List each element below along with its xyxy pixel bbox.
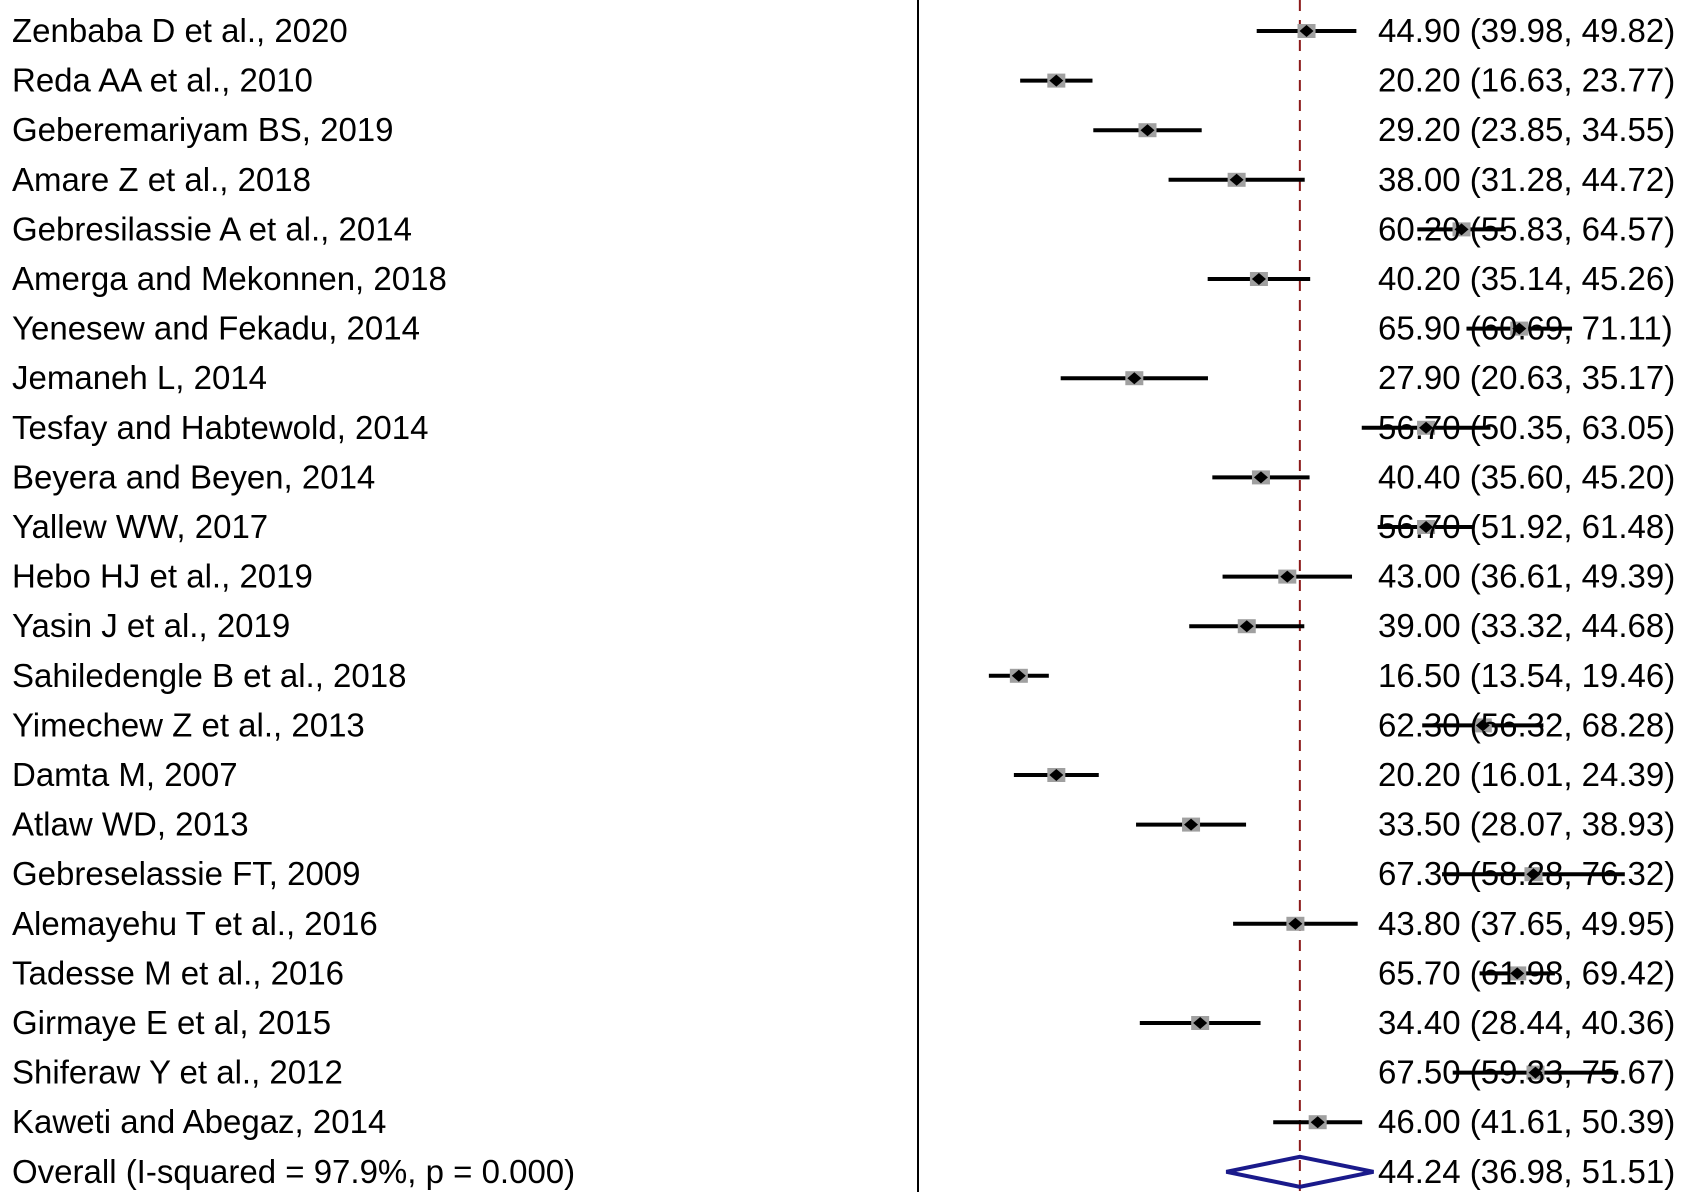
study-ci-text: 16.50 (13.54, 19.46) — [1378, 657, 1675, 694]
study-label: Jemaneh L, 2014 — [12, 359, 267, 396]
study-label: Amerga and Mekonnen, 2018 — [12, 260, 447, 297]
study-row: Geberemariyam BS, 2019 29.20 (23.85, 34.5… — [12, 111, 1675, 148]
study-ci-text: 33.50 (28.07, 38.93) — [1378, 806, 1675, 843]
overall-diamond — [1225, 1154, 1374, 1189]
study-point-estimate — [1454, 223, 1469, 236]
study-ci-text: 44.90 (39.98, 49.82) — [1378, 12, 1675, 49]
study-ci-text: 39.00 (33.32, 44.68) — [1378, 607, 1675, 644]
study-point-estimate — [1526, 868, 1541, 881]
study-ci-text: 60.20 (55.83, 64.57) — [1378, 210, 1675, 247]
study-ci-text: 67.50 (59.33, 75.67) — [1378, 1054, 1675, 1091]
study-label: Hebo HJ et al., 2019 — [12, 558, 313, 595]
study-row: Amerga and Mekonnen, 2018 40.20 (35.14, 4… — [12, 260, 1675, 297]
study-point-estimate — [1251, 273, 1266, 285]
study-row: Reda AA et al., 2010 20.20 (16.63, 23.77) — [12, 62, 1675, 99]
study-point-estimate — [1049, 74, 1064, 87]
study-point-estimate — [1140, 124, 1155, 137]
study-row: Atlaw WD, 2013 33.50 (28.07, 38.93) — [12, 806, 1675, 843]
study-ci-text: 43.80 (37.65, 49.95) — [1378, 905, 1675, 942]
study-ci-text: 40.20 (35.14, 45.26) — [1378, 260, 1675, 297]
study-ci-text: 56.70 (51.92, 61.48) — [1378, 508, 1675, 545]
study-ci-text: 20.20 (16.63, 23.77) — [1378, 62, 1675, 99]
study-label: Geberemariyam BS, 2019 — [12, 111, 394, 148]
study-point-estimate — [1011, 669, 1026, 682]
study-ci-text: 29.20 (23.85, 34.55) — [1378, 111, 1675, 148]
study-label: Damta M, 2007 — [12, 756, 238, 793]
study-ci-text: 46.00 (41.61, 50.39) — [1378, 1103, 1675, 1140]
study-row: Damta M, 2007 20.20 (16.01, 24.39) — [12, 756, 1675, 793]
study-point-estimate — [1475, 719, 1490, 732]
study-ci-text: 62.30 (56.32, 68.28) — [1378, 706, 1675, 743]
study-point-estimate — [1184, 818, 1199, 831]
study-label: Yasin J et al., 2019 — [12, 607, 290, 644]
study-point-estimate — [1419, 521, 1434, 533]
study-label: Yallew WW, 2017 — [12, 508, 268, 545]
study-point-estimate — [1049, 769, 1064, 781]
study-row: Sahiledengle B et al., 2018 16.50 (13.54,… — [12, 657, 1675, 694]
study-point-estimate — [1299, 25, 1314, 37]
study-label: Atlaw WD, 2013 — [12, 806, 249, 843]
study-label: Beyera and Beyen, 2014 — [12, 458, 375, 495]
study-point-estimate — [1510, 967, 1525, 980]
study-row: Amare Z et al., 2018 38.00 (31.28, 44.72) — [12, 161, 1675, 198]
study-ci-text: 20.20 (16.01, 24.39) — [1378, 756, 1675, 793]
study-label: Amare Z et al., 2018 — [12, 161, 311, 198]
overall-row: Overall (I-squared = 97.9%, p = 0.000) 44… — [12, 1153, 1675, 1190]
study-label: Shiferaw Y et al., 2012 — [12, 1054, 343, 1091]
study-ci-text: 27.90 (20.63, 35.17) — [1378, 359, 1675, 396]
study-point-estimate — [1239, 620, 1254, 633]
study-row: Shiferaw Y et al., 2012 67.50 (59.33, 75.… — [12, 1054, 1675, 1091]
overall-ci-text: 44.24 (36.98, 51.51) — [1378, 1153, 1675, 1190]
study-row: Yallew WW, 2017 56.70 (51.92, 61.48) — [12, 508, 1675, 545]
study-point-estimate — [1127, 372, 1142, 385]
study-ci-text: 34.40 (28.44, 40.36) — [1378, 1004, 1675, 1041]
study-label: Girmaye E et al, 2015 — [12, 1004, 331, 1041]
study-ci-text: 38.00 (31.28, 44.72) — [1378, 161, 1675, 198]
study-label: Alemayehu T et al., 2016 — [12, 905, 378, 942]
study-row: Kaweti and Abegaz, 2014 46.00 (41.61, 50.… — [12, 1103, 1675, 1140]
study-label: Tadesse M et al., 2016 — [12, 954, 344, 991]
study-row: Alemayehu T et al., 2016 43.80 (37.65, 49… — [12, 905, 1675, 942]
study-point-estimate — [1288, 917, 1303, 930]
study-point-estimate — [1528, 1066, 1543, 1079]
study-ci-text: 65.90 (60.69, 71.11) — [1378, 310, 1673, 347]
study-label: Yimechew Z et al., 2013 — [12, 706, 365, 743]
study-row: Gebresilassie A et al., 2014 60.20 (55.83… — [12, 210, 1675, 247]
study-point-estimate — [1512, 322, 1527, 335]
study-label: Reda AA et al., 2010 — [12, 62, 313, 99]
study-label: Yenesew and Fekadu, 2014 — [12, 310, 420, 347]
study-row: Girmaye E et al, 2015 34.40 (28.44, 40.36… — [12, 1004, 1675, 1041]
study-row: Yenesew and Fekadu, 2014 65.90 (60.69, 71… — [12, 310, 1673, 347]
study-point-estimate — [1280, 570, 1295, 583]
study-point-estimate — [1229, 173, 1244, 186]
study-ci-text: 67.30 (58.28, 76.32) — [1378, 855, 1675, 892]
study-point-estimate — [1193, 1017, 1208, 1029]
study-row: Zenbaba D et al., 2020 44.90 (39.98, 49.8… — [12, 12, 1675, 49]
study-row: Tadesse M et al., 2016 65.70 (61.98, 69.4… — [12, 954, 1675, 991]
study-point-estimate — [1419, 421, 1434, 434]
overall-label: Overall (I-squared = 97.9%, p = 0.000) — [12, 1153, 575, 1190]
study-row: Gebreselassie FT, 2009 67.30 (58.28, 76.3… — [12, 855, 1675, 892]
study-label: Gebresilassie A et al., 2014 — [12, 210, 412, 247]
study-row: Jemaneh L, 2014 27.90 (20.63, 35.17) — [12, 359, 1675, 396]
study-label: Sahiledengle B et al., 2018 — [12, 657, 406, 694]
study-ci-text: 65.70 (61.98, 69.42) — [1378, 954, 1675, 991]
study-label: Kaweti and Abegaz, 2014 — [12, 1103, 386, 1140]
study-ci-text: 43.00 (36.61, 49.39) — [1378, 558, 1675, 595]
study-row: Yasin J et al., 2019 39.00 (33.32, 44.68) — [12, 607, 1675, 644]
study-row: Beyera and Beyen, 2014 40.40 (35.60, 45.2… — [12, 458, 1675, 495]
study-label: Tesfay and Habtewold, 2014 — [12, 409, 428, 446]
study-label: Zenbaba D et al., 2020 — [12, 12, 348, 49]
study-row: Yimechew Z et al., 2013 62.30 (56.32, 68.… — [12, 706, 1675, 743]
study-row: Tesfay and Habtewold, 2014 56.70 (50.35, … — [12, 409, 1675, 446]
study-row: Hebo HJ et al., 2019 43.00 (36.61, 49.39) — [12, 558, 1675, 595]
study-label: Gebreselassie FT, 2009 — [12, 855, 361, 892]
study-point-estimate — [1253, 471, 1268, 484]
study-point-estimate — [1310, 1116, 1325, 1129]
study-ci-text: 40.40 (35.60, 45.20) — [1378, 458, 1675, 495]
study-ci-text: 56.70 (50.35, 63.05) — [1378, 409, 1675, 446]
